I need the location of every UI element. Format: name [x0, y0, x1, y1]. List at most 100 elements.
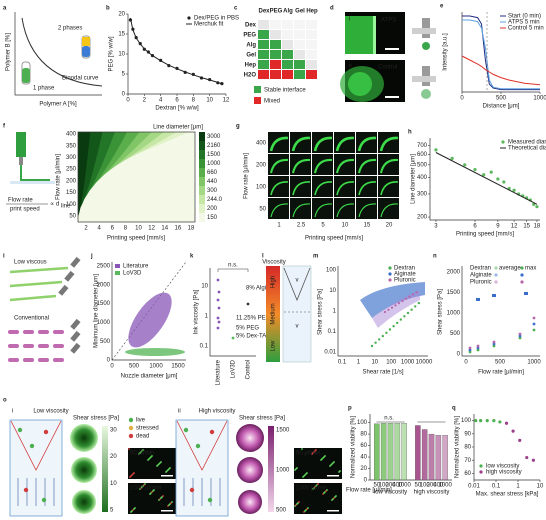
shape [270, 60, 281, 69]
label: Control [378, 65, 397, 71]
label: 1000 [401, 360, 415, 366]
shape [417, 301, 420, 305]
label: Flow rate [μl/min] [244, 153, 250, 199]
label: 12 [148, 226, 155, 232]
shape [216, 298, 220, 302]
shape [479, 470, 483, 474]
label: 10 [371, 360, 378, 366]
y-tick-label: 700 [417, 143, 428, 149]
shape [358, 181, 377, 196]
shape [134, 507, 136, 509]
label: n.s. [228, 263, 238, 269]
label: v [296, 324, 299, 330]
label: 300 [207, 188, 218, 194]
legend-label: Control 5 min [508, 26, 544, 32]
shape [270, 40, 281, 49]
label: max [525, 266, 536, 272]
label: stressed [136, 426, 159, 432]
label: Printing speed [mm/s] [305, 236, 363, 242]
legend-label: low viscosity [486, 464, 519, 470]
line [129, 17, 223, 85]
legend-label: Start (0 min) [508, 14, 541, 20]
point [482, 173, 486, 177]
label: 10 [135, 226, 142, 232]
shape [313, 136, 333, 152]
x-tick-label: 6 [473, 224, 477, 230]
shape [9, 294, 57, 302]
shape [388, 266, 392, 270]
label: 2 phases [58, 26, 82, 32]
shape [102, 426, 108, 512]
shape [183, 427, 189, 433]
shape [520, 280, 524, 284]
shape [128, 417, 134, 423]
label: 5% Dex-TA [236, 334, 266, 340]
shape [291, 158, 311, 174]
shape [53, 330, 64, 334]
label: 1000 µl/min [296, 486, 327, 492]
shape [494, 266, 498, 270]
label: 1 [357, 360, 361, 366]
point [525, 455, 529, 460]
shape [306, 30, 317, 39]
label: Viscosity [262, 260, 286, 266]
label: ii [178, 409, 181, 415]
shape [23, 330, 34, 334]
shape [217, 268, 249, 272]
shape [199, 150, 205, 159]
panel-letter: d [330, 6, 334, 12]
label: 150 [66, 190, 77, 196]
label: 6 [111, 226, 115, 232]
label: 660 [207, 170, 218, 176]
shape [337, 266, 428, 357]
shape [270, 50, 281, 59]
shape [189, 487, 195, 493]
label: 50 [69, 214, 76, 220]
x-tick-label: 1 [516, 484, 520, 490]
shape [72, 490, 96, 514]
label: Gel [295, 9, 305, 15]
shape [396, 321, 399, 325]
shape [258, 70, 269, 79]
label: 1 [277, 223, 281, 229]
shape [9, 266, 69, 274]
label: 18 [188, 226, 195, 232]
annotation: n.s. [384, 416, 394, 422]
x-tick-label: 10 [537, 484, 544, 490]
shape [408, 295, 411, 298]
shape [385, 331, 388, 334]
shape [133, 472, 135, 474]
panel-letter: l [262, 254, 264, 260]
label: 10000 [416, 360, 433, 366]
label: average [499, 266, 521, 272]
label: 14 [161, 226, 168, 232]
shape [38, 344, 49, 348]
label: Shear stress [Pa] [318, 289, 324, 335]
shape [199, 213, 205, 222]
shape [169, 467, 171, 469]
shape [335, 495, 337, 497]
point [492, 419, 496, 423]
point [496, 177, 500, 181]
x-tick-label: 400 [392, 483, 403, 489]
label: 440 [207, 179, 218, 185]
shape [216, 316, 220, 320]
label: 250 [66, 167, 77, 173]
shape [160, 461, 162, 463]
label: 0.1 [328, 329, 337, 335]
shape [17, 427, 23, 433]
shape [360, 282, 425, 318]
label: 1500 [276, 428, 290, 434]
shape [412, 28, 436, 34]
shape [476, 346, 480, 350]
shape [14, 12, 102, 96]
shape [373, 16, 376, 54]
shape [70, 330, 81, 342]
label: 1000 [447, 311, 461, 317]
shape [238, 490, 262, 514]
shape [217, 290, 221, 294]
label: Hep [245, 63, 257, 69]
shape [176, 420, 228, 471]
y-tick-label: 60 [360, 443, 367, 449]
shape [254, 86, 261, 93]
